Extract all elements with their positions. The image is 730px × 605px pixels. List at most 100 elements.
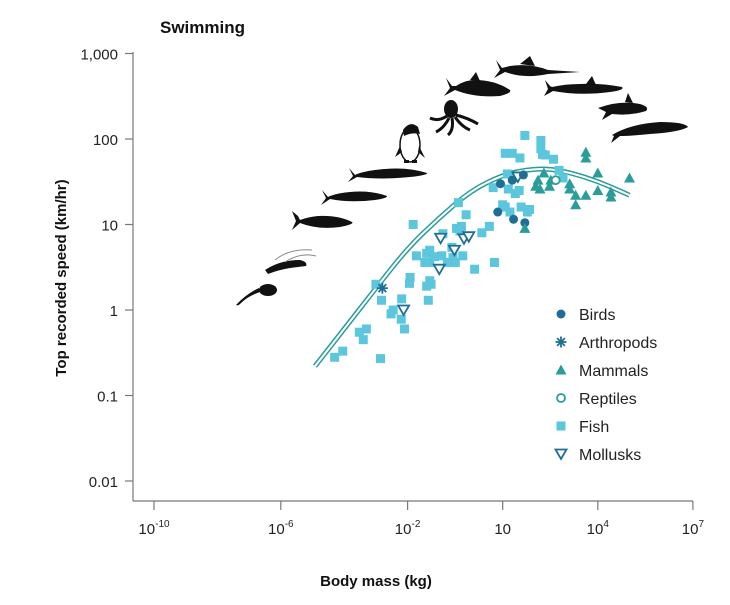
- fish-point: [505, 207, 515, 217]
- fish-point: [450, 257, 460, 267]
- mammals-point: [580, 189, 592, 200]
- mollusks-point: [447, 244, 462, 258]
- mammals-point: [544, 180, 556, 191]
- x-tick-label: 10: [494, 521, 511, 538]
- legend-label: Mollusks: [579, 447, 641, 464]
- mollusks-point: [461, 231, 476, 244]
- reptiles-point: [550, 175, 561, 186]
- mollusks-point: [433, 232, 448, 246]
- legend-label: Birds: [579, 307, 615, 324]
- fish-point: [386, 309, 396, 319]
- legend-marker-arthropods: [555, 336, 567, 348]
- series-mollusks: [396, 171, 525, 317]
- herring-silhouette: [321, 190, 388, 205]
- arthropods-point: [376, 282, 388, 294]
- fish-point: [558, 173, 568, 183]
- fit-curve: [313, 166, 631, 368]
- shark-silhouette: [544, 76, 623, 96]
- y-tick-label: 1,000: [80, 47, 118, 64]
- fish-point: [376, 354, 386, 364]
- small-fish-silhouette: [292, 211, 353, 230]
- legend-marker-fish: [556, 421, 566, 431]
- legend-label: Fish: [579, 419, 609, 436]
- fish-point: [540, 150, 550, 160]
- legend-item: Fish: [556, 419, 609, 436]
- tuna-silhouette: [444, 72, 511, 97]
- legend-marker-birds: [556, 309, 566, 319]
- mammals-point: [624, 172, 635, 183]
- y-tick-label: 0.01: [89, 474, 118, 491]
- fish-point: [448, 253, 458, 263]
- data-points: [330, 130, 635, 364]
- fish-point: [516, 202, 526, 212]
- fish-point: [456, 221, 466, 231]
- fish-point: [437, 251, 447, 261]
- legend-marker-mollusks: [553, 448, 569, 461]
- fish-point: [376, 295, 386, 305]
- birds-point: [507, 175, 517, 185]
- x-axis-title: Body mass (kg): [320, 573, 432, 590]
- fish-point: [425, 257, 435, 267]
- fish-point: [338, 346, 348, 356]
- fish-point: [514, 185, 524, 195]
- fish-point: [405, 272, 415, 282]
- swordfish-silhouette: [494, 56, 580, 78]
- mammals-point: [580, 146, 592, 157]
- fish-point: [408, 220, 418, 229]
- legend: Birds Arthropods Mammals Reptiles Fish Mollus…: [553, 307, 657, 464]
- fish-point: [536, 144, 546, 154]
- mollusks-point: [432, 263, 447, 277]
- penguin-illustration: [395, 124, 425, 163]
- legend-label: Reptiles: [579, 391, 637, 408]
- series-mammals: [519, 146, 635, 233]
- fish-point: [489, 257, 499, 267]
- fish-point: [330, 352, 340, 362]
- birds-point: [509, 214, 519, 224]
- chart-title: Swimming: [160, 18, 245, 37]
- fish-point: [429, 252, 439, 262]
- fish-point: [422, 248, 432, 258]
- fish-point: [484, 221, 494, 231]
- legend-label: Mammals: [579, 363, 648, 380]
- fish-point: [461, 210, 471, 220]
- x-tick-label: 104: [587, 519, 610, 538]
- mammals-point: [580, 152, 592, 163]
- y-axis: 1,000 100 10 1 0.1 0.01: [80, 47, 134, 501]
- legend-item: Arthropods: [555, 335, 657, 352]
- birds-point: [495, 179, 505, 189]
- y-tick-label: 100: [93, 132, 118, 149]
- fish-point: [453, 198, 463, 208]
- fish-point: [477, 228, 487, 238]
- legend-label: Arthropods: [579, 335, 657, 352]
- birds-point: [520, 218, 530, 228]
- x-tick-label: 107: [682, 519, 705, 538]
- fish-point: [515, 153, 525, 163]
- fish-point: [397, 294, 407, 304]
- mollusks-point: [396, 304, 411, 317]
- fish-point: [520, 130, 530, 140]
- fit-curve-core: [314, 168, 630, 367]
- fish-point: [358, 335, 368, 345]
- legend-marker-mammals: [555, 364, 567, 375]
- mammals-point: [605, 191, 617, 202]
- fish-point: [400, 324, 410, 334]
- fish-point: [554, 165, 564, 175]
- fish-point: [488, 183, 498, 193]
- x-tick-label: 10-2: [395, 519, 421, 538]
- fish-point: [455, 226, 465, 236]
- fish-point: [361, 324, 371, 334]
- mammals-point: [570, 189, 582, 200]
- mammals-point: [564, 178, 576, 189]
- mammals-point: [538, 167, 550, 178]
- mammals-point: [564, 183, 576, 194]
- fish-point: [502, 169, 512, 179]
- series-arthropods: [376, 282, 388, 294]
- whale-silhouette: [611, 122, 688, 143]
- orca-silhouette: [598, 93, 648, 120]
- x-axis: 10-10 10-6 10-2 10 104 107: [133, 500, 705, 538]
- series-fish: [330, 130, 568, 364]
- y-axis-title: Top recorded speed (km/hr): [53, 179, 70, 376]
- fish-point: [442, 257, 452, 267]
- fish-point: [371, 279, 381, 289]
